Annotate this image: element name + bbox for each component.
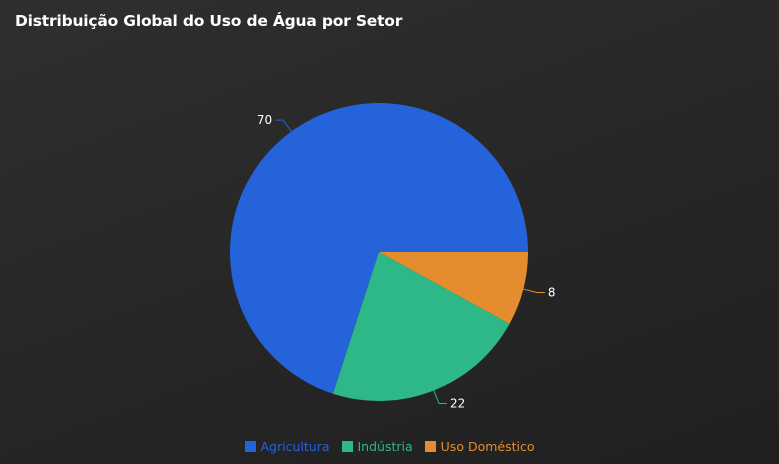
legend-label: Indústria bbox=[357, 439, 413, 454]
pie-slice-indústria[interactable] bbox=[332, 252, 510, 402]
data-label: 70 bbox=[257, 113, 272, 127]
pie-slice-agricultura[interactable] bbox=[230, 103, 529, 394]
legend-label: Agricultura bbox=[260, 439, 330, 454]
data-label: 8 bbox=[548, 286, 556, 300]
legend-swatch bbox=[424, 441, 436, 452]
legend-label: Uso Doméstico bbox=[440, 439, 535, 454]
pie-slice-uso-doméstico[interactable] bbox=[379, 252, 528, 324]
chart-title: Distribuição Global do Uso de Água por S… bbox=[15, 12, 403, 30]
leader-line bbox=[523, 288, 545, 294]
data-label: 22 bbox=[450, 397, 465, 411]
legend-item[interactable]: Indústria bbox=[341, 439, 413, 454]
legend-swatch bbox=[244, 441, 256, 452]
legend-item[interactable]: Uso Doméstico bbox=[424, 439, 535, 454]
chart-legend: Agricultura Indústria Uso Doméstico bbox=[0, 439, 779, 454]
legend-item[interactable]: Agricultura bbox=[244, 439, 330, 454]
leader-line bbox=[275, 119, 292, 132]
leader-line bbox=[433, 390, 448, 405]
legend-swatch bbox=[341, 441, 353, 452]
